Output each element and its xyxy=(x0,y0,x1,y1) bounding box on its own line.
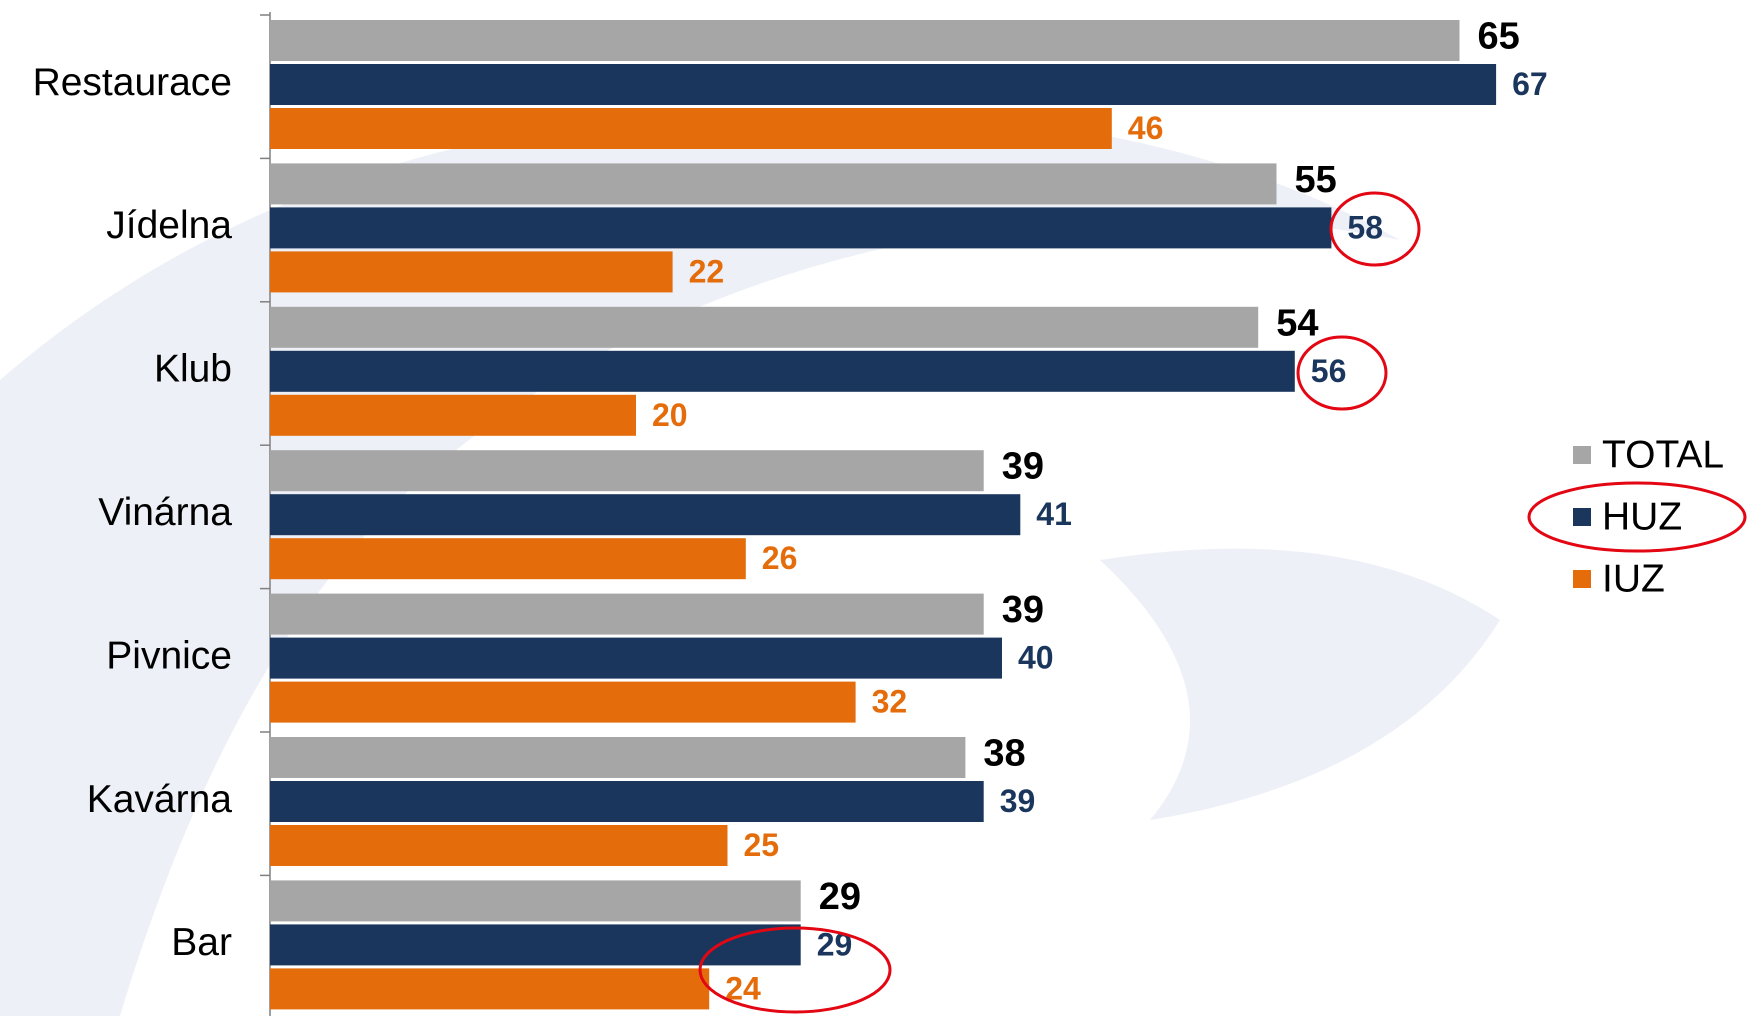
value-label: 20 xyxy=(652,397,688,433)
bar xyxy=(270,880,801,921)
category-label: Restaurace xyxy=(33,61,232,104)
chart: Restaurace 65 67 46 Jídelna 55 58 22 Klub 54 56 20 V… xyxy=(0,0,1756,1016)
value-label: 29 xyxy=(819,876,861,918)
legend-label: HUZ xyxy=(1602,495,1682,538)
bar xyxy=(270,395,636,436)
value-label: 46 xyxy=(1128,110,1164,146)
bar xyxy=(270,494,1020,535)
bar xyxy=(270,64,1496,105)
bar xyxy=(270,538,746,579)
value-label: 40 xyxy=(1018,640,1054,676)
bar xyxy=(270,450,984,491)
bar xyxy=(270,968,709,1009)
value-label: 58 xyxy=(1347,209,1383,245)
value-label: 56 xyxy=(1311,353,1347,389)
bar xyxy=(270,682,856,723)
bar xyxy=(270,737,965,778)
bar xyxy=(270,307,1258,348)
value-label: 67 xyxy=(1512,66,1548,102)
bar xyxy=(270,825,728,866)
value-label: 25 xyxy=(744,827,780,863)
bar xyxy=(270,781,984,822)
category-label: Klub xyxy=(154,348,232,391)
value-label: 39 xyxy=(1000,783,1036,819)
legend-label: IUZ xyxy=(1602,557,1665,600)
value-label: 22 xyxy=(689,253,725,289)
value-label: 38 xyxy=(983,733,1025,775)
legend-label: TOTAL xyxy=(1602,433,1724,476)
bar xyxy=(270,638,1002,679)
legend-swatch xyxy=(1573,508,1591,526)
value-label: 39 xyxy=(1002,589,1044,631)
value-label: 65 xyxy=(1478,16,1520,58)
legend-swatch xyxy=(1573,446,1591,464)
bar xyxy=(270,594,984,635)
value-label: 41 xyxy=(1036,496,1072,532)
category-label: Pivnice xyxy=(106,634,232,677)
legend-swatch xyxy=(1573,570,1591,588)
value-label: 26 xyxy=(762,540,798,576)
category-label: Vinárna xyxy=(98,491,232,534)
value-label: 55 xyxy=(1295,159,1337,201)
bar xyxy=(270,351,1295,392)
bar xyxy=(270,108,1112,149)
value-label: 54 xyxy=(1276,302,1318,344)
category-label: Jídelna xyxy=(106,204,232,247)
bar xyxy=(270,251,673,292)
bar xyxy=(270,20,1460,61)
value-label: 39 xyxy=(1002,446,1044,488)
category-label: Kavárna xyxy=(87,778,233,821)
value-label: 32 xyxy=(872,684,908,720)
bar xyxy=(270,207,1331,248)
category-label: Bar xyxy=(171,921,232,964)
bar xyxy=(270,163,1277,204)
